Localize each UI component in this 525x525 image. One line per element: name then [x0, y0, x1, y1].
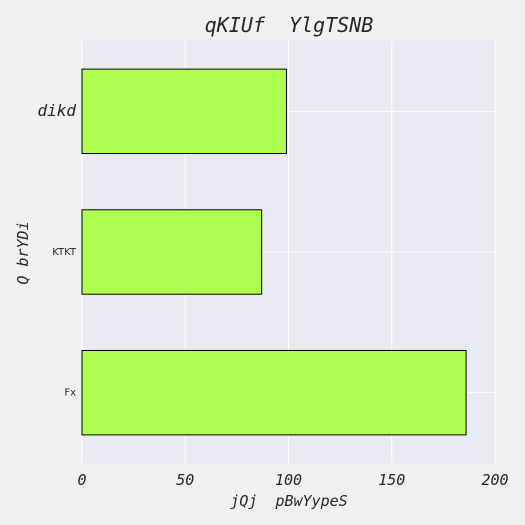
x-tick-label: 50 — [176, 471, 194, 489]
y-tick-label: dikd — [37, 101, 76, 120]
chart-title: qKIUf YlgTSNB — [205, 13, 374, 37]
x-tick-label: 100 — [275, 471, 302, 489]
y-tick-labels: dikd KTKT Fx — [37, 101, 76, 399]
bar-fx — [81, 349, 467, 436]
x-tick-label: 0 — [77, 471, 86, 489]
x-axis-label: jQj pBwYypeS — [230, 492, 347, 510]
x-tick-label: 150 — [378, 471, 405, 489]
y-tick-label: Fx — [64, 388, 76, 399]
bar-dikd — [81, 68, 287, 155]
x-tick-label: 200 — [481, 471, 508, 489]
y-tick-label: KTKT — [52, 247, 77, 258]
bar-ktkt — [81, 209, 263, 295]
y-axis-label: Q brYDi — [14, 221, 32, 284]
x-tick-labels: 0 50 100 150 200 — [77, 471, 508, 489]
bars — [81, 68, 467, 436]
